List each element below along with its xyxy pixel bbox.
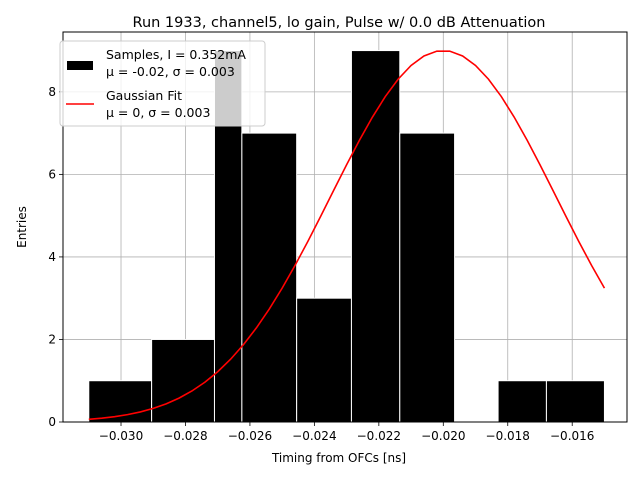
- histogram-bar: [296, 297, 352, 423]
- x-tick-label: −0.016: [550, 429, 594, 443]
- legend-histogram-label: Samples, I = 0.352mA: [106, 47, 246, 62]
- histogram-bar: [545, 380, 605, 423]
- y-tick-label: 8: [48, 85, 56, 99]
- x-tick-label: −0.024: [292, 429, 336, 443]
- x-tick-label: −0.022: [357, 429, 401, 443]
- histogram-bar: [399, 132, 456, 423]
- x-tick-label: −0.030: [99, 429, 143, 443]
- y-tick-label: 6: [48, 167, 56, 181]
- legend-histogram-stats: μ = -0.02, σ = 0.003: [106, 64, 235, 79]
- axis-ticks: −0.030 −0.028 −0.026 −0.024 −0.022 −0.020 −0.0…: [48, 85, 594, 443]
- legend: Samples, I = 0.352mA μ = -0.02, σ = 0.00…: [59, 40, 266, 127]
- x-tick-label: −0.028: [163, 429, 207, 443]
- gaussian-fit: [88, 50, 606, 421]
- gaussian-fit-line: [88, 50, 606, 421]
- x-tick-label: −0.018: [486, 429, 530, 443]
- histogram-bar: [497, 380, 547, 423]
- y-tick-label: 2: [48, 332, 56, 346]
- histogram-bar: [151, 338, 215, 423]
- x-tick-label: −0.026: [228, 429, 272, 443]
- chart-title: Run 1933, channel5, lo gain, Pulse w/ 0.…: [133, 15, 546, 31]
- legend-box: [59, 40, 266, 127]
- x-axis-label: Timing from OFCs [ns]: [271, 451, 406, 465]
- y-tick-label: 4: [48, 250, 56, 264]
- plot-frame: [62, 31, 628, 423]
- histogram-bar: [350, 50, 401, 423]
- y-axis-label: Entries: [15, 206, 29, 248]
- legend-fit-stats: μ = 0, σ = 0.003: [106, 105, 210, 120]
- x-tick-label: −0.020: [421, 429, 465, 443]
- legend-histogram-swatch: [67, 61, 93, 70]
- y-tick-label: 0: [48, 415, 56, 429]
- legend-fit-label: Gaussian Fit: [106, 88, 182, 103]
